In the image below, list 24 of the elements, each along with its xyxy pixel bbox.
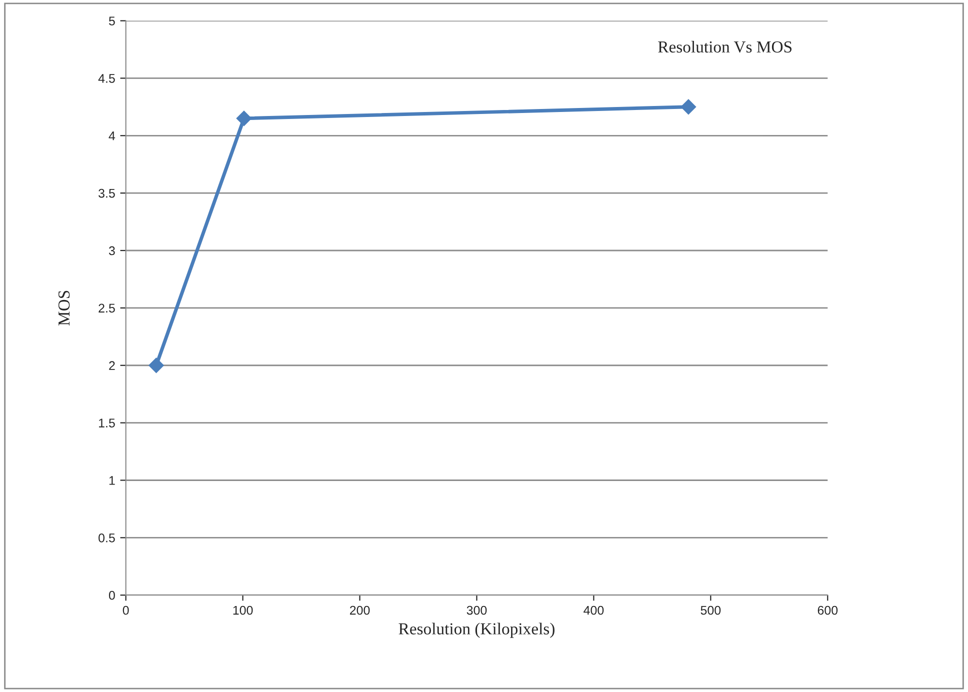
x-tick-label: 100	[233, 606, 253, 615]
point	[680, 99, 696, 114]
y-tick-label: 2.5	[98, 304, 115, 313]
y-tick-label: 3.5	[98, 188, 115, 198]
x-tick-label: 200	[350, 606, 370, 615]
x-tick-label: 0	[122, 606, 129, 615]
x-tick-label: 500	[700, 606, 721, 615]
y-axis-title: MOS	[58, 290, 70, 326]
y-tick-label: 3	[108, 246, 115, 256]
point	[236, 110, 252, 126]
y-tick-label: 1.5	[99, 418, 115, 428]
y-tick-label: 4.5	[98, 74, 115, 83]
y-tick-label: 0	[108, 590, 115, 600]
x-tick-label: 400	[584, 606, 604, 615]
text: Resolution Vs MOS	[658, 40, 792, 53]
y-tick-label: 4	[108, 132, 116, 140]
x-axis-title: Resolution (Kilopixels)	[398, 622, 554, 638]
x-tick-label: 600	[818, 606, 838, 615]
y-tick-label: 0.5	[98, 533, 115, 542]
y-tick-label: 5	[108, 16, 115, 26]
x-tick-label: 300	[466, 606, 487, 615]
y-tick-label: 2	[109, 361, 115, 370]
point	[148, 358, 164, 373]
y-tick-label: 1	[109, 476, 115, 485]
